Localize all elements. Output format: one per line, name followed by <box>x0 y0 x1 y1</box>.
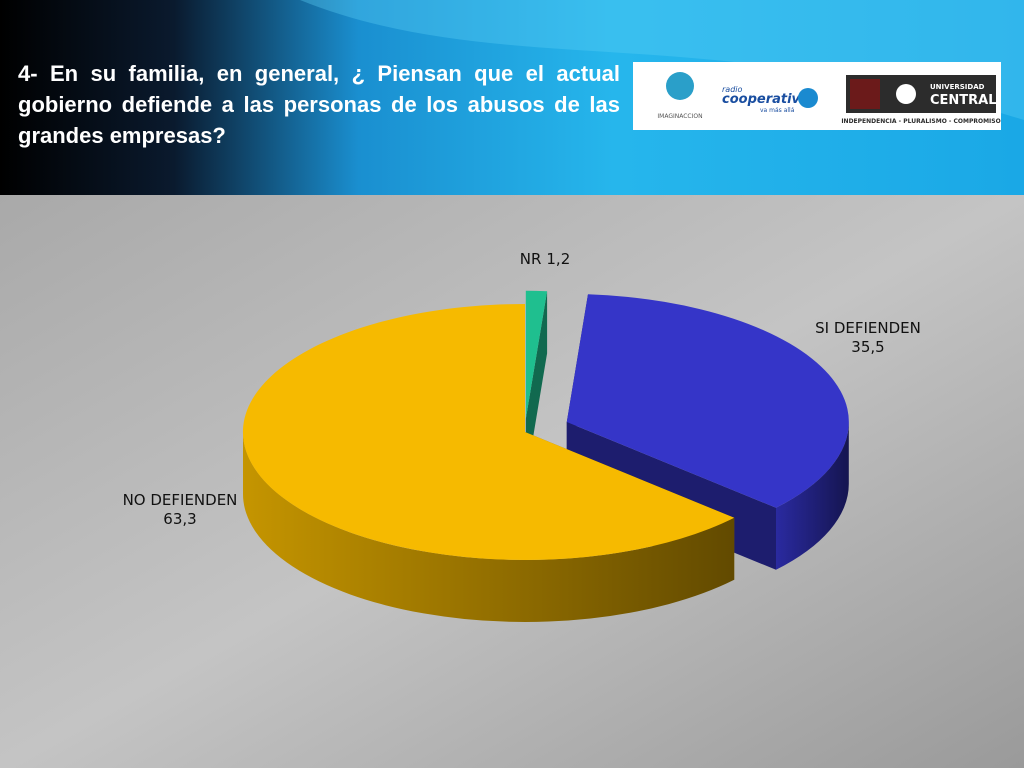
label-category: SI DEFIENDEN <box>815 319 921 337</box>
slice-side <box>776 422 849 570</box>
logo-text: radio <box>722 85 742 94</box>
slice <box>525 290 548 419</box>
slice-face <box>525 291 548 481</box>
slide-title: 4- En su familia, en general, ¿ Piensan … <box>18 61 620 148</box>
slice <box>566 294 849 508</box>
logo-text: INDEPENDENCIA - PLURALISMO - COMPROMISO <box>841 118 1000 125</box>
logo-text: UNIVERSIDAD <box>930 83 985 91</box>
label-value: 63,3 <box>163 510 196 528</box>
logo-globe <box>666 72 694 100</box>
logo-text: cooperativa <box>722 92 809 107</box>
label-category: NR <box>520 250 542 268</box>
logo-icon <box>798 88 818 108</box>
slice-side <box>243 432 735 622</box>
slice <box>242 304 735 560</box>
logo-text: va más allá <box>760 107 795 114</box>
pie: NR 1,2 SI DEFIENDEN 35,5 NO DEFIENDEN 63,3 <box>123 250 921 622</box>
logo-uc-circle <box>896 84 916 104</box>
logo-text: IMAGINACCION <box>657 113 702 120</box>
label-value: 35,5 <box>851 338 884 356</box>
label-value: 1,2 <box>546 250 570 268</box>
data-label: SI DEFIENDEN 35,5 <box>815 319 921 356</box>
logo-text: CENTRAL <box>930 93 997 108</box>
header-swirl <box>300 0 1024 120</box>
data-label: NR 1,2 <box>520 250 571 268</box>
data-label: NO DEFIENDEN 63,3 <box>123 491 238 528</box>
logo-uc-emblem <box>850 79 880 109</box>
label-category: NO DEFIENDEN <box>123 491 238 509</box>
